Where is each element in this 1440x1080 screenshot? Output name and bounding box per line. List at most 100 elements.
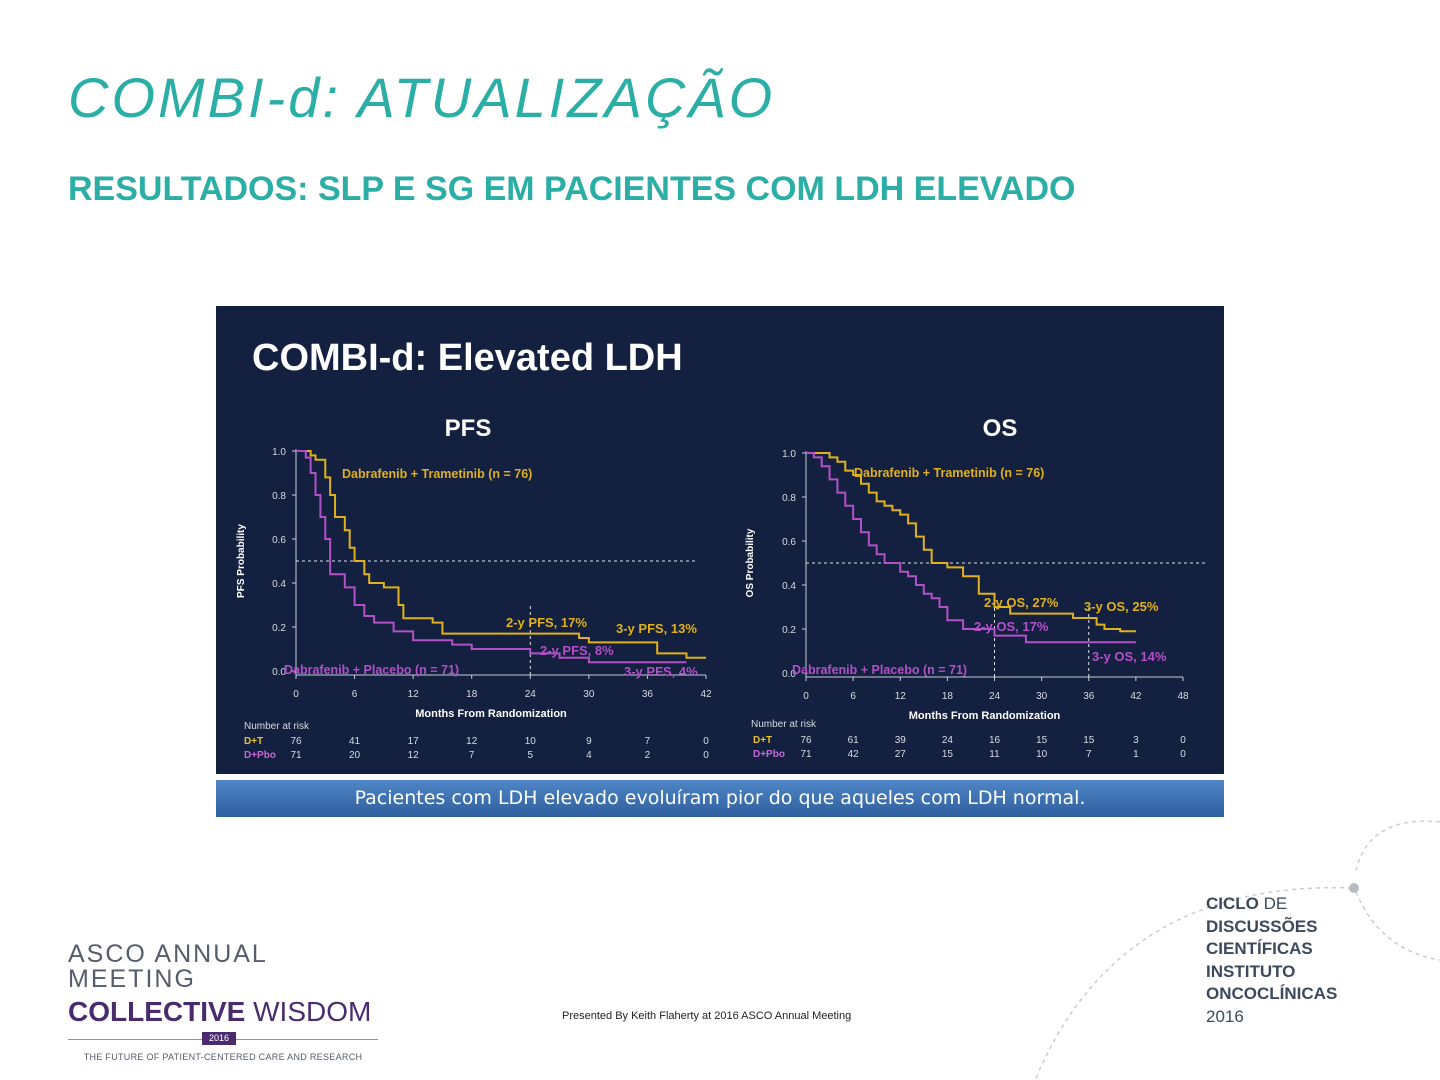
pfs-x-tick-label: 42 [700,689,712,700]
pfs-x-axis-label: Months From Randomization [415,708,567,720]
ciclo-de: DE [1263,894,1288,913]
pfs-risk-value: 20 [349,750,361,761]
pfs-annotation: 3-y PFS, 4% [624,664,698,679]
pfs-risk-value: 0 [703,736,709,747]
pfs-risk-label: D+Pbo [244,750,276,761]
asco-logo-line2: COLLECTIVE WISDOM [68,998,378,1026]
ciclo-instituto: INSTITUTO [1206,961,1296,981]
pfs-risk-value: 12 [466,736,478,747]
os-risk-value: 0 [1180,735,1186,746]
os-risk-label: D+T [753,735,772,746]
ciclo-cientificas: CIENTÍFICAS [1206,939,1313,958]
os-risk-header: Number at risk [751,719,817,730]
os-risk-value: 15 [1036,735,1048,746]
os-annotation: 3-y OS, 25% [1084,599,1159,614]
pfs-x-tick-label: 24 [525,689,537,700]
os-annotation: 2-y OS, 27% [984,595,1059,610]
figure-title: COMBI-d: Elevated LDH [252,337,683,379]
os-risk-value: 39 [895,735,907,746]
os-x-tick-label: 0 [803,691,809,702]
os-annotation: 2-y OS, 17% [974,619,1049,634]
os-panel-title: OS [983,415,1018,442]
pfs-x-tick-label: 18 [466,689,478,700]
os-annotation: 3-y OS, 14% [1092,649,1167,664]
pfs-panel-title: PFS [445,415,492,442]
pfs-risk-value: 4 [586,750,592,761]
pfs-risk-label: D+T [244,736,263,747]
pfs-y-tick-label: 0.2 [272,623,286,634]
os-x-axis-label: Months From Randomization [909,710,1061,722]
os-x-tick-label: 12 [895,691,907,702]
os-risk-value: 24 [942,735,954,746]
caption-bar: Pacientes com LDH elevado evoluíram pior… [216,780,1224,817]
pfs-x-tick-label: 6 [352,689,358,700]
ciclo-discussoes: DISCUSSÕES [1206,916,1318,936]
pfs-y-tick-label: 0.0 [272,667,286,678]
km-charts-svg: COMBI-d: Elevated LDH PFS 0.0 0.2 0.4 0.6 0.8… [236,337,1208,761]
ciclo-oncoclinicas: ONCOCLÍNICAS [1206,984,1338,1003]
pfs-risk-value: 10 [525,736,537,747]
asco-logo-line1: ASCO ANNUAL MEETING [68,940,267,993]
os-y-tick-label: 0.6 [782,537,796,548]
os-risk-value: 76 [800,735,812,746]
asco-year-row: 2016 [68,1032,378,1046]
asco-year: 2016 [202,1032,236,1045]
os-risk-value: 0 [1180,749,1186,760]
os-risk-value: 61 [848,735,860,746]
slide-subtitle: RESULTADOS: SLP E SG EM PACIENTES COM LD… [68,170,1076,208]
os-risk-value: 27 [895,749,907,760]
pfs-x-tick-label: 36 [642,689,654,700]
os-x-tick-label: 36 [1083,691,1095,702]
os-risk-value: 11 [989,749,1000,760]
pfs-curve-dt [296,450,706,659]
os-risk-value: 10 [1036,749,1048,760]
pfs-risk-value: 17 [408,736,420,747]
pfs-y-tick-label: 0.8 [272,491,286,502]
pfs-risk-value: 2 [645,750,651,761]
pfs-risk-header: Number at risk [244,721,310,732]
os-y-tick-label: 0.0 [782,669,796,680]
pfs-curve-dpbo [296,450,687,664]
pfs-series-label-dt: Dabrafenib + Trametinib (n = 76) [342,467,532,481]
os-risk-value: 71 [800,749,812,760]
os-risk-value: 1 [1133,749,1139,760]
os-y-tick-label: 0.4 [782,581,796,592]
os-y-axis-label: OS Probability [745,528,756,597]
os-x-tick-label: 6 [850,691,856,702]
pfs-x-tick-label: 30 [583,689,595,700]
os-series-label-dpbo: Dabrafenib + Placebo (n = 71) [792,663,967,677]
ciclo-logo: CICLO DE DISCUSSÕES CIENTÍFICAS INSTITUT… [1206,893,1337,1028]
os-x-tick-label: 18 [942,691,954,702]
os-series-label-dt: Dabrafenib + Trametinib (n = 76) [854,466,1044,480]
pfs-annotation: 3-y PFS, 13% [616,621,697,636]
os-risk-value: 3 [1133,735,1139,746]
os-x-tick-label: 30 [1036,691,1048,702]
os-risk-label: D+Pbo [753,749,785,760]
presenter-credit: Presented By Keith Flaherty at 2016 ASCO… [562,1010,852,1022]
km-figure: COMBI-d: Elevated LDH PFS 0.0 0.2 0.4 0.6 0.8… [216,306,1224,774]
pfs-y-tick-label: 1.0 [272,447,286,458]
pfs-risk-value: 5 [528,750,534,761]
pfs-risk-value: 76 [290,736,302,747]
asco-tagline: THE FUTURE OF PATIENT-CENTERED CARE AND … [83,1052,363,1062]
arc-dot [1349,883,1359,893]
asco-logo: ASCO ANNUAL MEETING COLLECTIVE WISDOM 20… [68,942,378,1062]
pfs-risk-value: 12 [408,750,420,761]
os-y-tick-label: 0.8 [782,493,796,504]
os-x-tick-label: 24 [989,691,1001,702]
ciclo-year: 2016 [1206,1006,1244,1026]
ciclo-word: CICLO [1206,894,1259,913]
os-curve-dpbo [806,452,1136,644]
pfs-y-axis-label: PFS Probability [236,524,247,598]
pfs-risk-value: 0 [703,750,709,761]
os-risk-value: 15 [942,749,954,760]
pfs-risk-value: 71 [290,750,302,761]
asco-logo-collective: COLLECTIVE [68,996,246,1027]
pfs-x-tick-label: 0 [293,689,299,700]
pfs-risk-value: 9 [586,736,592,747]
pfs-y-tick-label: 0.6 [272,535,286,546]
os-x-tick-label: 42 [1130,691,1142,702]
pfs-annotation: 2-y PFS, 17% [506,615,587,630]
os-x-tick-label: 48 [1177,691,1189,702]
